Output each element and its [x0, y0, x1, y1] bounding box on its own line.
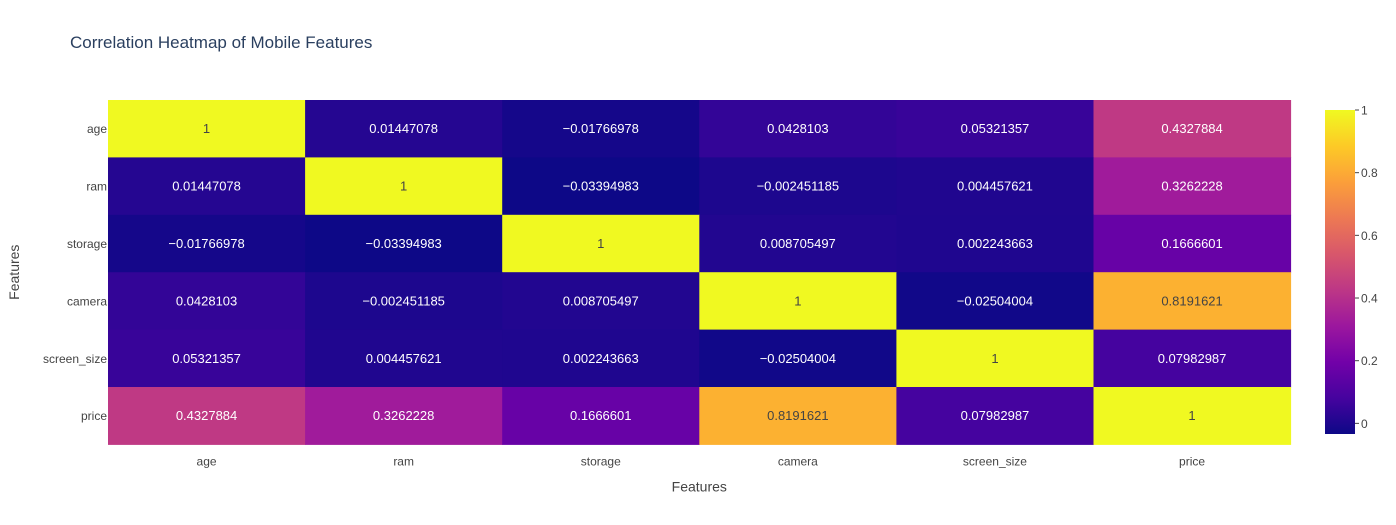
cell-value-label: −0.03394983: [563, 179, 639, 194]
heatmap-cell: [699, 272, 897, 331]
colorbar-tick-label: 0.4: [1361, 292, 1378, 306]
x-tick-label: age: [197, 454, 217, 468]
y-tick-label: screen_size: [43, 352, 107, 366]
heatmap-cell: [502, 329, 700, 388]
cell-value-label: 0.05321357: [961, 121, 1030, 136]
y-tick-label: price: [81, 409, 107, 423]
heatmap-cell: [305, 214, 503, 273]
cell-value-label: 0.004457621: [957, 179, 1033, 194]
y-tick-label: age: [87, 122, 107, 136]
cell-value-label: 0.8191621: [1161, 293, 1222, 308]
heatmap-cell: [305, 329, 503, 388]
heatmap-cell: [699, 329, 897, 388]
heatmap-cell: [699, 157, 897, 216]
x-axis-title: Features: [672, 478, 727, 494]
cell-value-label: 0.1666601: [570, 408, 631, 423]
chart-title: Correlation Heatmap of Mobile Features: [70, 33, 373, 52]
heatmap-cell: [896, 214, 1094, 273]
colorbar-tick-label: 1: [1361, 104, 1368, 118]
heatmap-cell: [1093, 387, 1292, 445]
heatmap-cell: [502, 157, 700, 216]
cell-value-label: 0.3262228: [1161, 179, 1222, 194]
colorbar-tick-label: 0.6: [1361, 229, 1378, 243]
cell-value-label: 1: [400, 179, 407, 194]
heatmap-cell: [896, 329, 1094, 388]
heatmap-cell: [1093, 100, 1292, 158]
heatmap-cell: [699, 214, 897, 273]
y-tick-label: storage: [67, 237, 107, 251]
cell-value-label: 0.002243663: [563, 351, 639, 366]
cell-value-label: 0.05321357: [172, 351, 241, 366]
cell-value-label: 1: [794, 293, 801, 308]
heatmap-cell: [699, 100, 897, 158]
cell-value-label: 0.8191621: [767, 408, 828, 423]
cell-value-label: 0.008705497: [563, 293, 639, 308]
heatmap-cells: 1 0.01447078 −0.01766978 0.0428103 0.0532135…: [108, 100, 1292, 445]
x-tick-label: camera: [778, 454, 818, 468]
cell-value-label: 0.1666601: [1161, 236, 1222, 251]
cell-value-label: 0.002243663: [957, 236, 1033, 251]
heatmap-cell: [896, 157, 1094, 216]
cell-value-label: −0.02504004: [760, 351, 836, 366]
colorbar-tick-label: 0.2: [1361, 354, 1378, 368]
cell-value-label: 1: [203, 121, 210, 136]
cell-value-label: 0.004457621: [366, 351, 442, 366]
cell-value-label: −0.03394983: [366, 236, 442, 251]
colorbar-tick-label: 0: [1361, 417, 1368, 431]
colorbar-tick-label: 0.8: [1361, 166, 1378, 180]
heatmap-cell: [502, 387, 700, 445]
cell-value-label: 0.01447078: [369, 121, 438, 136]
heatmap-cell: [1093, 272, 1292, 331]
x-tick-label: price: [1179, 454, 1205, 468]
heatmap-cell: [502, 100, 700, 158]
cell-value-label: 1: [597, 236, 604, 251]
heatmap-cell: [502, 272, 700, 331]
cell-value-label: 0.0428103: [176, 293, 237, 308]
cell-value-label: −0.02504004: [957, 293, 1033, 308]
heatmap-cell: [108, 329, 306, 388]
x-tick-label: ram: [393, 454, 414, 468]
heatmap-cell: [502, 214, 700, 273]
heatmap-cell: [896, 272, 1094, 331]
colorbar: [1325, 110, 1355, 434]
heatmap-cell: [896, 387, 1094, 445]
cell-value-label: −0.01766978: [168, 236, 244, 251]
cell-value-label: 0.4327884: [176, 408, 237, 423]
heatmap-cell: [305, 272, 503, 331]
cell-value-label: −0.01766978: [563, 121, 639, 136]
cell-value-label: 0.07982987: [961, 408, 1030, 423]
cell-value-label: 0.4327884: [1161, 121, 1222, 136]
heatmap-cell: [108, 157, 306, 216]
heatmap-cell: [1093, 329, 1292, 388]
heatmap-cell: [108, 387, 306, 445]
heatmap-cell: [108, 272, 306, 331]
heatmap-cell: [305, 387, 503, 445]
cell-value-label: 0.07982987: [1158, 351, 1227, 366]
heatmap-cell: [1093, 157, 1292, 216]
heatmap-cell: [896, 100, 1094, 158]
cell-value-label: 0.01447078: [172, 179, 241, 194]
cell-value-label: −0.002451185: [757, 179, 840, 194]
y-tick-label: ram: [86, 180, 107, 194]
heatmap-cell: [108, 100, 306, 158]
y-axis-title: Features: [6, 245, 22, 300]
cell-value-label: 0.0428103: [767, 121, 828, 136]
y-tick-label: camera: [67, 294, 107, 308]
cell-value-label: 0.3262228: [373, 408, 434, 423]
heatmap-cell: [699, 387, 897, 445]
cell-value-label: 1: [991, 351, 998, 366]
heatmap-cell: [108, 214, 306, 273]
cell-value-label: 1: [1188, 408, 1195, 423]
x-tick-label: storage: [581, 454, 621, 468]
heatmap-cell: [1093, 214, 1292, 273]
cell-value-label: 0.008705497: [760, 236, 836, 251]
cell-value-label: −0.002451185: [362, 293, 445, 308]
heatmap-cell: [305, 157, 503, 216]
heatmap-cell: [305, 100, 503, 158]
x-tick-label: screen_size: [963, 454, 1027, 468]
